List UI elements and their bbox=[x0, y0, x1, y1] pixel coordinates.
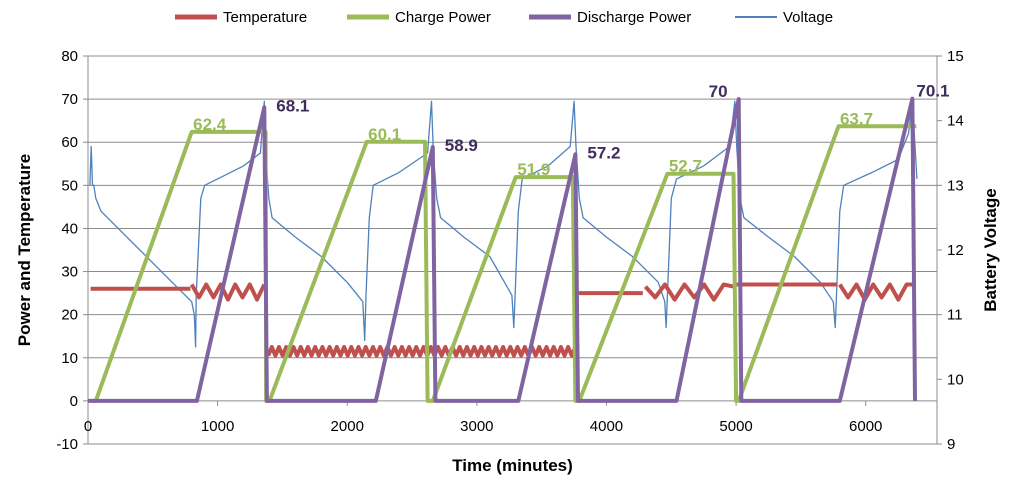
x-tick-label: 0 bbox=[84, 418, 92, 435]
data-label: 63.7 bbox=[840, 109, 873, 128]
series-line-temperature bbox=[90, 282, 915, 358]
data-label: 57.2 bbox=[587, 143, 620, 162]
y2-tick-label: 14 bbox=[947, 113, 964, 130]
series-line-discharge-power bbox=[88, 96, 917, 403]
legend-label: Voltage bbox=[783, 9, 833, 26]
legend-label: Temperature bbox=[223, 9, 307, 26]
y-tick-label: 70 bbox=[61, 91, 78, 108]
legend-item: Voltage bbox=[735, 9, 833, 26]
x-tick-label: 3000 bbox=[460, 418, 493, 435]
y2-tick-label: 13 bbox=[947, 177, 964, 194]
y-tick-label: -10 bbox=[56, 436, 78, 453]
y2-axis-title: Battery Voltage bbox=[981, 188, 1000, 311]
x-tick-label: 1000 bbox=[201, 418, 234, 435]
y-tick-label: 40 bbox=[61, 220, 78, 237]
y2-tick-label: 9 bbox=[947, 436, 955, 453]
gridlines bbox=[88, 55, 937, 445]
legend-item: Temperature bbox=[175, 9, 307, 26]
x-axis: 0 1000 2000 3000 4000 5000 6000 bbox=[84, 400, 882, 435]
data-label: 70.1 bbox=[916, 82, 949, 101]
data-label: 58.9 bbox=[445, 136, 478, 155]
legend-item: Charge Power bbox=[347, 9, 491, 26]
x-tick-label: 2000 bbox=[331, 418, 364, 435]
data-label: 68.1 bbox=[276, 96, 309, 115]
y-axis-title: Power and Temperature bbox=[15, 154, 34, 346]
data-label: 60.1 bbox=[368, 125, 401, 144]
left-y-axis: -10 0 10 20 30 40 50 60 70 80 bbox=[56, 48, 89, 453]
series-line-voltage bbox=[89, 100, 918, 348]
x-tick-label: 6000 bbox=[849, 418, 882, 435]
x-tick-label: 5000 bbox=[719, 418, 752, 435]
legend-label: Discharge Power bbox=[577, 9, 691, 26]
y2-tick-label: 10 bbox=[947, 371, 964, 388]
data-label: 52.7 bbox=[669, 157, 702, 176]
legend: Temperature Charge Power Discharge Power Vo… bbox=[175, 9, 833, 26]
y-tick-label: 20 bbox=[61, 307, 78, 324]
y-tick-label: 30 bbox=[61, 264, 78, 281]
y-tick-label: 80 bbox=[61, 48, 78, 65]
right-y-axis: 9 10 11 12 13 14 15 bbox=[936, 48, 964, 453]
x-axis-title: Time (minutes) bbox=[452, 456, 573, 475]
y2-tick-label: 12 bbox=[947, 242, 964, 259]
data-labels: 62.4 68.1 60.1 58.9 51.9 57.2 52.7 70 63.7 70.1 bbox=[193, 82, 949, 179]
y-tick-label: 0 bbox=[70, 393, 78, 410]
series-layer bbox=[88, 96, 918, 403]
y2-tick-label: 11 bbox=[947, 307, 963, 324]
series-line-charge-power bbox=[91, 124, 917, 403]
y2-tick-label: 15 bbox=[947, 48, 964, 65]
data-label: 70 bbox=[709, 82, 728, 101]
y-tick-label: 10 bbox=[61, 350, 78, 367]
y-tick-label: 50 bbox=[61, 177, 78, 194]
legend-item: Discharge Power bbox=[529, 9, 691, 26]
data-label: 62.4 bbox=[193, 115, 227, 134]
legend-label: Charge Power bbox=[395, 9, 491, 26]
data-label: 51.9 bbox=[517, 160, 550, 179]
x-tick-label: 4000 bbox=[590, 418, 623, 435]
y-tick-label: 60 bbox=[61, 134, 78, 151]
